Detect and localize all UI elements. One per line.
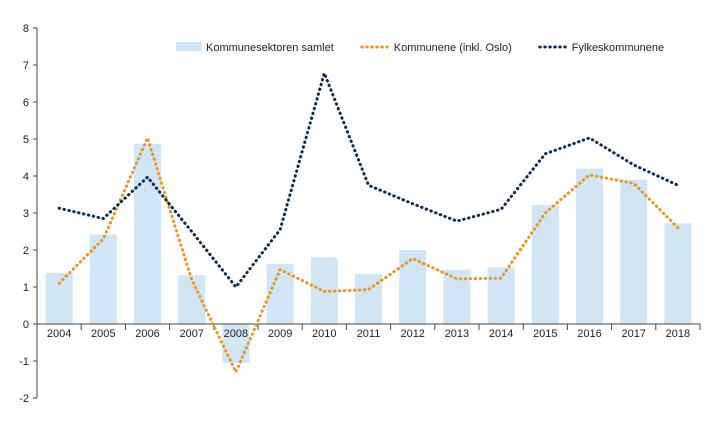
y-tick-label: 8 (23, 23, 29, 35)
series-line-1 (57, 71, 680, 289)
x-tick-label-2017: 2017 (621, 328, 645, 340)
x-tick-label-2018: 2018 (666, 328, 690, 340)
legend-label-1: Kommunene (inkl. Oslo) (394, 42, 512, 54)
bars-layer (45, 143, 692, 363)
y-tick-label: -2 (19, 393, 29, 405)
bar-2015 (531, 204, 559, 324)
series-line-0 (57, 136, 680, 374)
x-tick-label-2009: 2009 (268, 328, 292, 340)
legend-label-0: Kommunesektoren samlet (206, 42, 334, 54)
lines-layer (57, 71, 680, 374)
bar-2014 (487, 267, 515, 324)
bar-2017 (620, 179, 648, 324)
x-tick-label-2015: 2015 (533, 328, 557, 340)
bar-2012 (399, 250, 427, 324)
x-tick-label-2016: 2016 (577, 328, 601, 340)
x-tick-label-2005: 2005 (91, 328, 115, 340)
x-tick-label-2004: 2004 (47, 328, 71, 340)
x-tick-label-2008: 2008 (224, 328, 248, 340)
bar-2006 (134, 143, 161, 324)
y-tick-label: 7 (23, 60, 29, 72)
y-tick-label: 1 (23, 282, 29, 294)
x-tick-label-2012: 2012 (400, 328, 424, 340)
y-tick-label: 0 (23, 319, 29, 331)
axes-layer: -2 -1 0 1 2 3 4 5 6 7 8 2004 2005 2006 2007 2008 2009 201… (19, 23, 701, 405)
bar-2004 (45, 272, 73, 324)
y-tick-label: -1 (19, 356, 29, 368)
y-tick-label: 5 (23, 134, 29, 146)
bar-2007 (178, 275, 206, 324)
legend-swatch-bar (176, 42, 202, 51)
y-tick-label: 3 (23, 208, 29, 220)
legend: Kommunesektoren samlet Kommunene (inkl. O… (176, 42, 664, 54)
bar-2016 (576, 168, 603, 324)
y-tick-label: 4 (23, 171, 29, 183)
bar-2005 (89, 234, 117, 324)
y-tick-label: 2 (23, 245, 29, 257)
x-tick-label-2014: 2014 (489, 328, 513, 340)
x-tick-label-2007: 2007 (179, 328, 203, 340)
y-tick-label: 6 (23, 97, 29, 109)
bar-2018 (664, 223, 692, 324)
x-tick-label-2010: 2010 (312, 328, 336, 340)
legend-label-2: Fylkeskommunene (572, 42, 664, 54)
x-tick-label-2013: 2013 (445, 328, 469, 340)
x-tick-label-2011: 2011 (357, 328, 381, 340)
x-tick-label-2006: 2006 (135, 328, 159, 340)
